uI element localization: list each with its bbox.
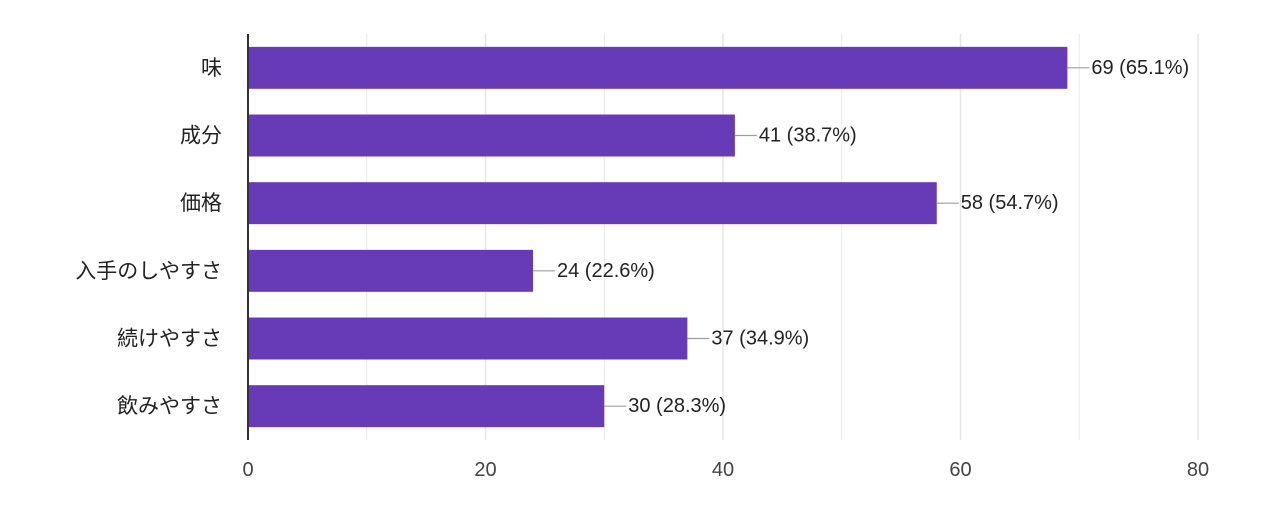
value-labels: 69 (65.1%) 41 (38.7%) 58 (54.7%) 24 (22.6%)… [557, 57, 1189, 417]
gridlines [366, 34, 1199, 440]
value-leaders [533, 67, 1090, 407]
category-label-5: 飲みやすさ [117, 394, 222, 418]
category-label-1: 成分 [180, 124, 222, 148]
x-tick-label-40: 40 [712, 459, 734, 481]
x-tick-label-60: 60 [949, 459, 971, 481]
x-axis-ticks: 0 20 40 60 80 [242, 459, 1209, 481]
x-tick-label-20: 20 [474, 459, 496, 481]
bars [248, 46, 1068, 428]
category-label-4: 続けやすさ [117, 327, 222, 351]
bar-0 [248, 46, 1068, 89]
x-tick-label-80: 80 [1187, 459, 1209, 481]
category-label-2: 価格 [180, 191, 222, 215]
bar-2 [248, 182, 937, 225]
bar-1 [248, 114, 735, 157]
bar-3 [248, 249, 533, 292]
value-label-5: 30 (28.3%) [628, 395, 726, 417]
x-tick-label-0: 0 [242, 459, 253, 481]
bar-4 [248, 317, 688, 360]
value-label-2: 58 (54.7%) [961, 192, 1059, 214]
value-label-1: 41 (38.7%) [759, 125, 857, 147]
value-label-0: 69 (65.1%) [1091, 57, 1189, 79]
category-label-3: 入手のしやすさ [75, 259, 222, 283]
value-label-4: 37 (34.9%) [711, 328, 809, 350]
category-label-0: 味 [201, 56, 222, 80]
value-label-3: 24 (22.6%) [557, 260, 655, 282]
bar-5 [248, 385, 605, 428]
